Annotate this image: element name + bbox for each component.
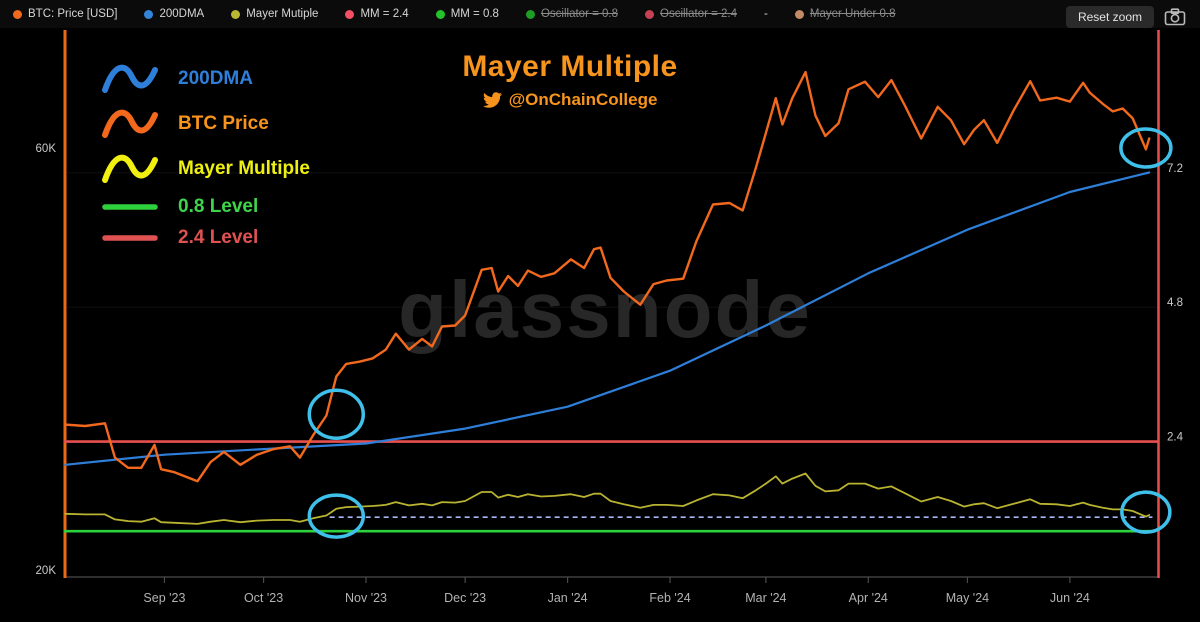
toolbar-series-toggle-5[interactable]: Oscillator = 0.8 bbox=[525, 8, 618, 20]
wave-icon-btc-price bbox=[98, 105, 162, 143]
line-icon-level-2-4 bbox=[98, 233, 162, 243]
annotation-ellipse-1 bbox=[307, 388, 366, 441]
toolbar-series-toggle-4[interactable]: MM = 0.8 bbox=[435, 8, 499, 20]
legend-label-level-0-8: 0.8 Level bbox=[178, 195, 259, 217]
x-tick-label: Jan '24 bbox=[548, 591, 588, 605]
x-tick-label: Oct '23 bbox=[244, 591, 283, 605]
toolbar-series-label: - bbox=[764, 8, 768, 20]
legend-row-level-2-4: 2.4 Level bbox=[98, 222, 310, 253]
x-tick-label: Dec '23 bbox=[444, 591, 486, 605]
series-color-dot bbox=[794, 9, 804, 19]
toolbar-series-toggle-8[interactable]: Mayer Under 0.8 bbox=[794, 8, 896, 20]
x-tick-label: May '24 bbox=[946, 591, 989, 605]
toolbar-series-toggle-0[interactable]: BTC: Price [USD] bbox=[13, 8, 117, 20]
legend-row-btc-price: BTC Price bbox=[98, 101, 310, 146]
chart-legend: 200DMA BTC Price Mayer Multiple 0.8 Level 2.… bbox=[98, 56, 310, 253]
x-tick-label: Jun '24 bbox=[1050, 591, 1090, 605]
toolbar-series-label: Mayer Mutiple bbox=[246, 8, 319, 20]
x-tick-label: Feb '24 bbox=[649, 591, 690, 605]
x-tick-label: Nov '23 bbox=[345, 591, 387, 605]
y-right-tick-label: 4.8 bbox=[1167, 297, 1183, 309]
annotation-ellipse-3 bbox=[1119, 127, 1173, 169]
200dma-line bbox=[64, 171, 1151, 466]
line-icon-level-0-8 bbox=[98, 202, 162, 212]
legend-row-mayer-multiple: Mayer Multiple bbox=[98, 146, 310, 191]
toolbar-series-label: MM = 2.4 bbox=[360, 8, 409, 20]
toolbar-series-toggle-3[interactable]: MM = 2.4 bbox=[345, 8, 409, 20]
series-color-dot bbox=[144, 9, 154, 19]
series-color-dot bbox=[13, 9, 22, 19]
toolbar-series-label: Oscillator = 0.8 bbox=[540, 8, 618, 20]
series-color-dot bbox=[435, 9, 445, 19]
toolbar-series-toggle-6[interactable]: Oscillator = 2.4 bbox=[645, 8, 737, 20]
toolbar-series-label: BTC: Price [USD] bbox=[28, 8, 118, 20]
toolbar-series-toggle-2[interactable]: Mayer Mutiple bbox=[231, 8, 318, 20]
toolbar-series-label: MM = 0.8 bbox=[450, 8, 499, 20]
y-right-tick-label: 2.4 bbox=[1167, 432, 1184, 444]
toolbar-series-label: Oscillator = 2.4 bbox=[660, 8, 738, 20]
legend-row-level-0-8: 0.8 Level bbox=[98, 191, 310, 222]
y-left-tick-label: 60K bbox=[36, 143, 57, 155]
series-color-dot bbox=[231, 9, 241, 19]
series-color-dot bbox=[345, 9, 355, 19]
chart-title: Mayer Multiple bbox=[462, 50, 678, 83]
wave-icon-mayer-multiple bbox=[98, 150, 162, 188]
series-color-dot bbox=[525, 9, 535, 19]
legend-label-mayer-multiple: Mayer Multiple bbox=[178, 157, 310, 179]
legend-row-200dma: 200DMA bbox=[98, 56, 310, 101]
legend-label-btc-price: BTC Price bbox=[178, 112, 269, 134]
x-tick-label: Sep '23 bbox=[143, 591, 185, 605]
legend-label-200dma: 200DMA bbox=[178, 67, 253, 89]
glassnode-watermark: glassnode bbox=[398, 265, 812, 354]
toolbar-series-toggle-1[interactable]: 200DMA bbox=[144, 8, 204, 20]
x-tick-label: Mar '24 bbox=[745, 591, 786, 605]
series-color-dot bbox=[645, 9, 654, 19]
chart-header: Mayer Multiple @OnChainCollege bbox=[400, 50, 740, 110]
wave-icon-200dma bbox=[98, 60, 162, 98]
mayer-multiple-line bbox=[64, 472, 1151, 525]
toolbar-series-label: 200DMA bbox=[159, 8, 205, 20]
y-right-tick-label: 7.2 bbox=[1167, 163, 1183, 175]
twitter-icon bbox=[482, 92, 502, 108]
reset-zoom-button[interactable]: Reset zoom bbox=[1065, 6, 1154, 28]
y-left-tick-label: 20K bbox=[36, 565, 57, 577]
annotation-ellipse-2 bbox=[307, 493, 366, 539]
toolbar-series-toggle-7[interactable]: - bbox=[764, 8, 768, 20]
twitter-handle: @OnChainCollege bbox=[508, 90, 658, 109]
toolbar-series-label: Mayer Under 0.8 bbox=[809, 8, 896, 20]
annotation-ellipse-4 bbox=[1120, 490, 1172, 534]
series-toggle-bar: BTC: Price [USD] 200DMA Mayer Mutiple MM = … bbox=[0, 0, 1200, 28]
btc-price-line bbox=[64, 70, 1151, 483]
x-tick-label: Apr '24 bbox=[849, 591, 888, 605]
chart-subtitle: @OnChainCollege bbox=[400, 90, 740, 110]
camera-icon[interactable] bbox=[1164, 8, 1186, 26]
legend-label-level-2-4: 2.4 Level bbox=[178, 226, 259, 248]
